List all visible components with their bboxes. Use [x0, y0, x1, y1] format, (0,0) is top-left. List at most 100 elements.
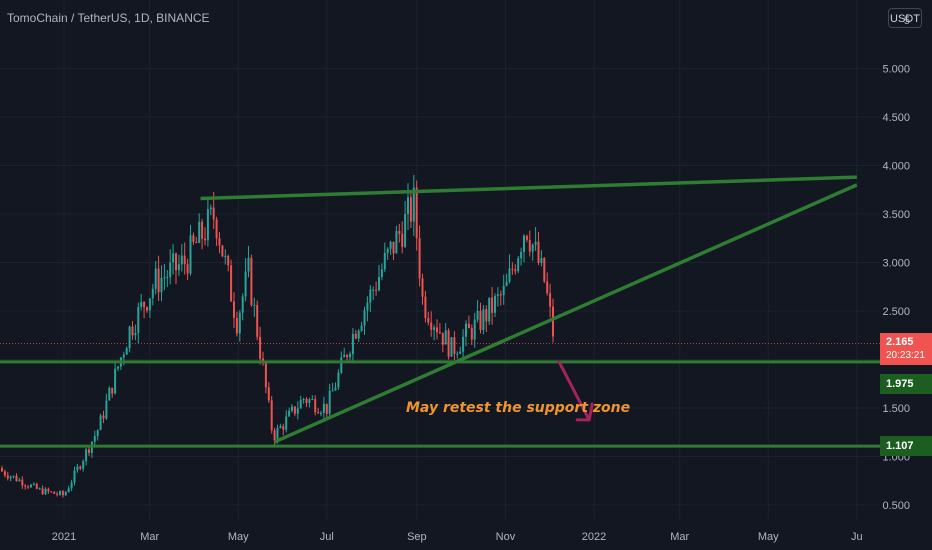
- candle-body: [148, 298, 151, 311]
- candle-body: [38, 488, 41, 490]
- trendlines: [200, 175, 858, 444]
- candle-body: [438, 332, 441, 334]
- candle-body: [488, 297, 491, 322]
- candle-body: [209, 207, 212, 210]
- candle-body: [389, 241, 392, 249]
- candle-body: [212, 207, 215, 220]
- candle-body: [357, 330, 360, 339]
- candle-body: [122, 354, 125, 358]
- candle-body: [346, 354, 349, 358]
- candle-body: [166, 276, 169, 278]
- candle-body: [160, 277, 163, 293]
- y-tick-label: 0.500: [882, 500, 910, 512]
- candle-body: [111, 387, 114, 394]
- candle-body: [378, 276, 380, 291]
- currency-unit-badge[interactable]: USDT: [888, 8, 922, 28]
- y-tick-label: 4.500: [882, 112, 910, 124]
- candle-body: [363, 310, 366, 326]
- x-tick-label: Ju: [851, 531, 863, 543]
- candle-body: [244, 271, 247, 297]
- candle-body: [201, 221, 204, 239]
- candle-body: [383, 252, 386, 270]
- candle-body: [206, 209, 209, 241]
- candle-body: [444, 330, 447, 345]
- candle-body: [221, 245, 224, 257]
- candle-body: [131, 326, 134, 336]
- candle-body: [85, 449, 88, 462]
- candle-body: [177, 264, 180, 271]
- candle-body: [540, 258, 543, 263]
- candle-body: [273, 430, 276, 441]
- candle-body: [114, 368, 117, 394]
- candle-body: [137, 306, 140, 333]
- candle-body: [227, 255, 230, 266]
- x-tick-label: May: [758, 531, 779, 543]
- candle-body: [453, 337, 456, 354]
- candle-body: [61, 491, 64, 496]
- candle-body: [253, 304, 256, 306]
- trendline: [200, 175, 857, 201]
- candle-body: [517, 258, 520, 272]
- support-lower-tag: 1.107: [880, 436, 932, 457]
- annotation-arrow: [557, 360, 594, 422]
- candle-body: [380, 269, 383, 277]
- candle-body: [409, 197, 412, 222]
- candle-body: [441, 332, 444, 345]
- candle-body: [473, 319, 476, 340]
- x-tick-label: 2022: [582, 531, 606, 543]
- candle-body: [30, 484, 32, 488]
- candle-body: [175, 253, 177, 271]
- candle-body: [32, 483, 35, 485]
- candle-body: [224, 255, 227, 257]
- candle-body: [105, 400, 108, 419]
- x-tick-label: Sep: [407, 531, 427, 543]
- candle-body: [375, 289, 378, 291]
- last-price-value: 2.165: [886, 336, 914, 349]
- candle-body: [392, 241, 395, 254]
- candle-body: [482, 309, 485, 331]
- candle-body: [436, 327, 438, 333]
- chart-title: TomoChain / TetherUS, 1D, BINANCE: [7, 11, 210, 25]
- candle-body: [151, 288, 154, 299]
- candle-body: [395, 231, 398, 254]
- y-tick-label: 3.500: [882, 209, 910, 221]
- candle-body: [311, 399, 314, 401]
- candle-body: [195, 241, 198, 243]
- candle-body: [125, 348, 128, 355]
- last-price-tag: 2.165 20:23:21: [880, 333, 932, 366]
- candle-body: [128, 326, 131, 349]
- candle-body: [44, 488, 47, 495]
- candle-body: [24, 485, 27, 487]
- candle-body: [537, 241, 540, 263]
- candle-body: [256, 304, 259, 337]
- candle-body: [259, 336, 262, 359]
- candle-body: [314, 399, 317, 413]
- candle-body: [360, 325, 363, 331]
- candle-body: [366, 302, 369, 311]
- candle-body: [496, 294, 499, 297]
- candle-body: [427, 317, 430, 323]
- candle-body: [523, 235, 525, 252]
- x-tick-label: May: [228, 531, 249, 543]
- candle-body: [35, 483, 38, 489]
- x-tick-label: Jul: [320, 531, 334, 543]
- candle-body: [372, 289, 375, 291]
- candle-body: [93, 435, 96, 442]
- candle-body: [534, 241, 537, 245]
- candle-body: [88, 449, 90, 453]
- candle-body: [12, 475, 15, 477]
- candle-body: [270, 400, 273, 431]
- candle-body: [470, 328, 473, 340]
- candle-body: [337, 372, 340, 388]
- candle-body: [398, 231, 401, 234]
- candle-body: [322, 403, 325, 413]
- candle-body: [525, 235, 528, 240]
- candle-body: [531, 244, 534, 252]
- candle-body: [41, 488, 44, 495]
- support-levels: [0, 360, 880, 448]
- y-tick-label: 2.500: [882, 306, 910, 318]
- chart-grid: [0, 0, 880, 520]
- candle-body: [354, 333, 357, 339]
- x-tick-label: Nov: [496, 531, 516, 543]
